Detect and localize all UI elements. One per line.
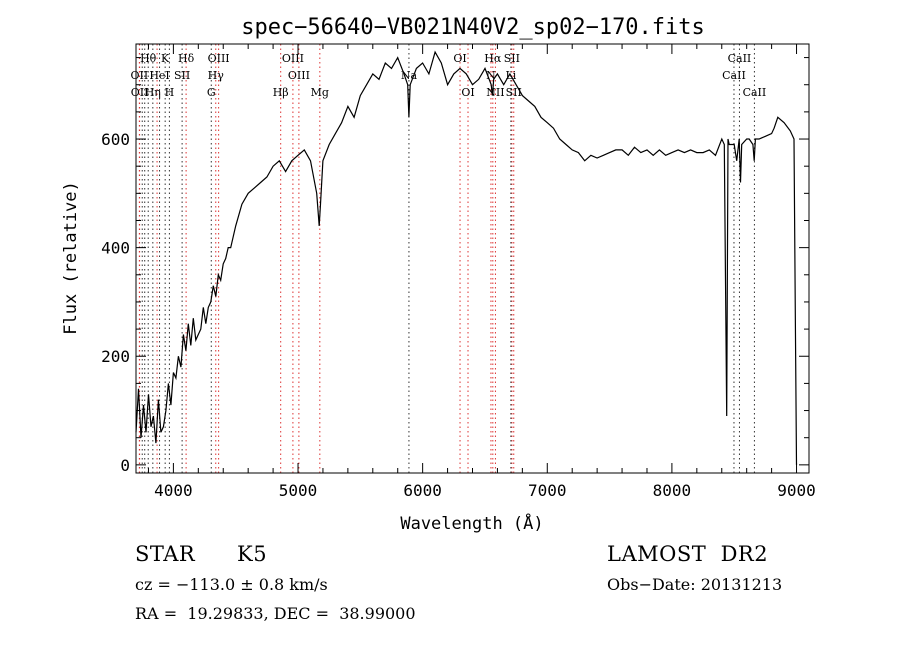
line-label: OIII (282, 52, 304, 65)
line-label: K (161, 52, 170, 65)
line-label: Hη (145, 86, 161, 99)
line-label: NII (486, 86, 504, 99)
plot-frame (135, 43, 810, 474)
line-label: OII (131, 86, 149, 99)
line-label: OIII (208, 52, 230, 65)
x-tick-label: 4000 (154, 481, 193, 500)
line-label: CaII (743, 86, 767, 99)
spectrum-line (135, 50, 798, 465)
line-label: Hδ (178, 52, 195, 65)
x-tick-label: 5000 (279, 481, 318, 500)
x-tick-label: 9000 (777, 481, 816, 500)
y-tick-label: 0 (120, 456, 130, 475)
x-axis-label: Wavelength (Å) (400, 512, 543, 534)
line-label: SII (504, 52, 520, 65)
y-axis: 0 200 400 600 (101, 57, 809, 475)
line-label: Na (401, 69, 418, 82)
line-label: G (207, 86, 216, 99)
line-label: OI (461, 86, 474, 99)
y-tick-label: 200 (101, 347, 130, 366)
emission-line-markers (138, 44, 755, 473)
x-tick-label: 7000 (528, 481, 567, 500)
line-label: Hθ (140, 52, 157, 65)
line-label: HeI (149, 69, 169, 82)
line-label: SII (174, 69, 190, 82)
redshift-text: cz = −113.0 ± 0.8 km/s (135, 575, 328, 594)
object-class: STAR (135, 542, 196, 566)
survey-name: LAMOST DR2 (607, 542, 769, 566)
line-label: N (486, 69, 496, 82)
y-tick-label: 400 (101, 239, 130, 258)
line-label: OI (453, 52, 466, 65)
line-label: CaII (722, 69, 746, 82)
line-label: Hβ (273, 86, 289, 99)
obs-date: Obs−Date: 20131213 (607, 575, 783, 594)
x-axis: 4000 5000 6000 7000 8000 9000 (147, 44, 816, 500)
object-subclass: K5 (237, 542, 268, 566)
y-tick-label: 600 (101, 130, 130, 149)
line-label: OIII (288, 69, 310, 82)
line-label: OII (131, 69, 149, 82)
chart-title: spec−56640−VB021N40V2_sp02−170.fits (241, 15, 705, 40)
y-axis-label: Flux (relative) (61, 181, 81, 335)
line-label: Hγ (208, 69, 225, 82)
line-label: Mg (311, 86, 329, 99)
line-label: SII (506, 86, 522, 99)
x-tick-label: 6000 (403, 481, 442, 500)
line-label: CaII (728, 52, 752, 65)
line-label: Hα (484, 52, 502, 65)
line-label: H (165, 86, 175, 99)
coordinates: RA = 19.29833, DEC = 38.99000 (135, 604, 416, 623)
x-tick-label: 8000 (653, 481, 692, 500)
